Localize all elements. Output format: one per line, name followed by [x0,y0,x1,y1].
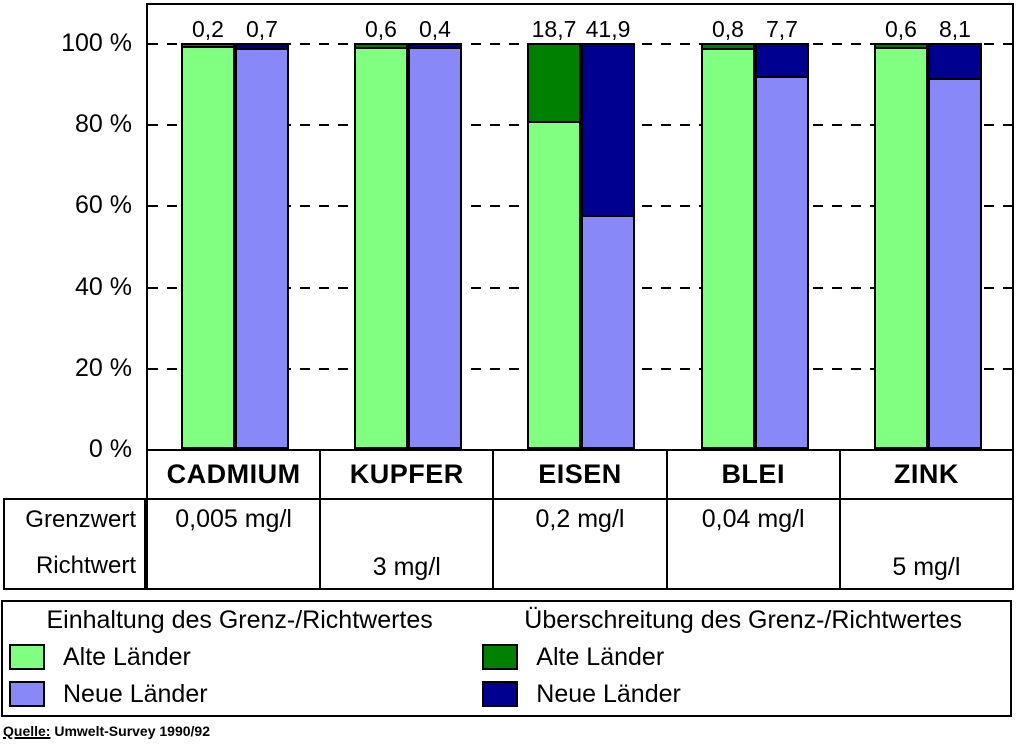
axis-tick-icon [148,43,157,45]
richtwert-value [577,553,584,582]
legend-item: Neue Länder [3,680,476,708]
bar-neue-blei [755,43,809,449]
limit-table: 0,005 mg/l 3 mg/l 0,2 mg/l 0,04 mg/l 5 mg… [146,498,1014,590]
bar-alte-zink [874,43,928,449]
legend-box: Einhaltung des Grenz-/Richtwertes Alte L… [1,600,1012,717]
bar-segment-ueberschreitung [529,45,579,123]
compliance-alte-swatch-icon [9,644,45,670]
y-axis-label: 80 % [75,110,132,138]
bar-value-label: 8,1 [939,16,971,42]
axis-tick-icon [148,124,157,126]
axis-tick-icon [148,368,157,370]
row-label-richtwert: Richtwert [35,552,136,579]
legend-compliance-column: Einhaltung des Grenz-/Richtwertes Alte L… [3,602,476,715]
legend-exceedance-title: Überschreitung des Grenz-/Richtwertes [524,606,962,634]
bar-value-label: 0,7 [246,16,278,42]
bar-alte-eisen [527,43,581,449]
bar-alte-kupfer [354,43,408,449]
bar-value-label: 41,9 [585,16,631,42]
bar-segment-ueberschreitung [356,45,406,49]
bar-value-label: 0,6 [885,16,917,42]
bar-alte-blei [701,43,755,449]
exceedance-neue-swatch-icon [482,681,519,707]
legend-item: Neue Länder [476,680,1010,708]
limit-table-row-headers: Grenzwert Richtwert [3,498,146,590]
grenzwert-value: 0,04 mg/l [701,505,805,533]
grenzwert-value: 0,005 mg/l [175,505,292,533]
y-axis-label: 40 % [75,273,132,301]
source-label: Quelle: [3,723,51,739]
bar-value-label: 0,8 [712,16,744,42]
legend-item-label: Neue Länder [536,679,681,708]
category-cell-cadmium: CADMIUM [148,451,320,498]
plot-area [146,3,1014,451]
legend-item: Alte Länder [3,643,476,671]
source-text: Umwelt-Survey 1990/92 [50,723,210,739]
legend-compliance-title: Einhaltung des Grenz-/Richtwertes [46,606,433,634]
grenzwert-value: 0,2 mg/l [535,505,625,533]
bar-segment-ueberschreitung [410,45,460,49]
category-header-row: CADMIUM KUPFER EISEN BLEI ZINK [146,449,1014,500]
y-axis-label: 20 % [75,354,132,382]
bar-value-label: 0,6 [365,16,397,42]
bar-segment-ueberschreitung [703,45,753,50]
limit-cell-eisen: 0,2 mg/l [494,500,666,588]
axis-tick-icon [148,449,157,451]
legend-exceedance-column: Überschreitung des Grenz-/Richtwertes Al… [476,602,1010,715]
row-label-grenzwert: Grenzwert [25,506,136,533]
bar-neue-eisen [581,43,635,449]
limit-cell-blei: 0,04 mg/l [667,500,839,588]
y-axis-label: 0 % [88,435,132,463]
bar-neue-cadmium [235,43,289,449]
bar-segment-ueberschreitung [183,45,233,48]
category-cell-eisen: EISEN [494,451,666,498]
bar-value-label: 0,4 [419,16,451,42]
axis-tick-icon [148,205,157,207]
richtwert-value: 5 mg/l [892,553,961,581]
richtwert-value [230,553,237,582]
legend-item-label: Alte Länder [536,642,665,671]
source-note: Quelle: Umwelt-Survey 1990/92 [3,723,210,739]
bar-segment-ueberschreitung [930,45,980,80]
bar-segment-ueberschreitung [876,45,926,49]
category-cell-kupfer: KUPFER [321,451,493,498]
legend-item-label: Neue Länder [63,679,208,708]
legend-item: Alte Länder [476,643,1010,671]
bar-value-label: 0,2 [192,16,224,42]
category-cell-zink: ZINK [840,451,1012,498]
bar-value-label: 18,7 [531,16,577,42]
exceedance-alte-swatch-icon [482,644,519,670]
bar-value-label: 7,7 [766,16,798,42]
compliance-neue-swatch-icon [9,681,45,707]
category-cell-blei: BLEI [667,451,839,498]
bar-alte-cadmium [181,43,235,449]
bar-segment-ueberschreitung [583,45,633,217]
grenzwert-value [923,505,930,534]
legend-item-label: Alte Länder [63,642,191,671]
bar-neue-kupfer [408,43,462,449]
y-axis-label: 100 % [61,29,132,57]
bar-segment-ueberschreitung [237,45,287,50]
bar-segment-ueberschreitung [757,45,807,78]
y-axis-label: 60 % [75,191,132,219]
bar-neue-zink [928,43,982,449]
limit-cell-cadmium: 0,005 mg/l [148,500,320,588]
richtwert-value [750,553,757,582]
richtwert-value: 3 mg/l [372,553,441,581]
limit-cell-zink: 5 mg/l [840,500,1012,588]
grenzwert-value [403,505,410,534]
axis-tick-icon [148,287,157,289]
limit-cell-kupfer: 3 mg/l [321,500,493,588]
